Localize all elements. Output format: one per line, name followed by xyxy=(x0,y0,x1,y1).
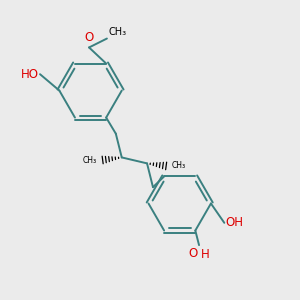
Text: CH₃: CH₃ xyxy=(83,157,97,166)
Text: O: O xyxy=(84,32,94,44)
Text: CH₃: CH₃ xyxy=(108,27,127,37)
Text: O: O xyxy=(188,248,198,260)
Text: H: H xyxy=(200,248,209,261)
Text: OH: OH xyxy=(226,216,244,229)
Text: CH₃: CH₃ xyxy=(172,161,186,170)
Text: HO: HO xyxy=(20,68,38,81)
